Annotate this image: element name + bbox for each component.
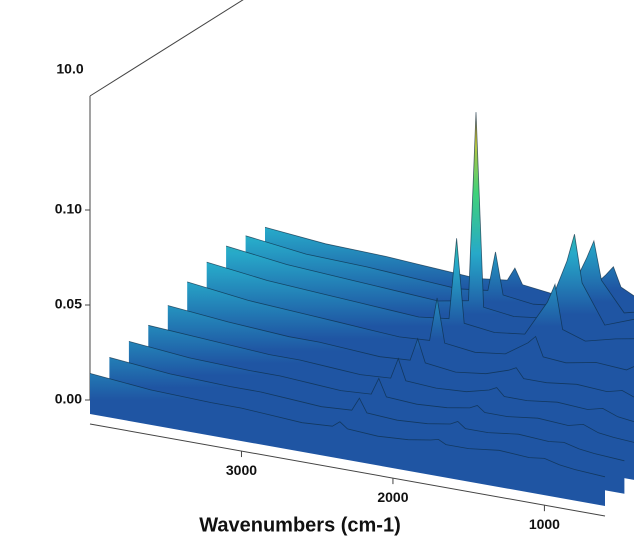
spectrum-area — [90, 373, 605, 506]
x-axis-title: Wavenumbers (cm-1) — [199, 514, 401, 536]
y-tick-label: 0.10 — [55, 201, 82, 217]
spectrum-line — [89, 373, 606, 478]
spectrum-line — [128, 341, 634, 443]
x-axis-line — [89, 423, 606, 517]
y-tick-label: 0.05 — [55, 296, 82, 312]
depth-axis-line — [89, 0, 244, 97]
y-tick-label: 0.00 — [55, 391, 82, 407]
x-tick-label: 1000 — [529, 516, 560, 532]
spectrum-line — [206, 238, 634, 342]
spectrum-line — [148, 324, 634, 423]
spectrum-line — [109, 357, 625, 462]
corner-label: 10.0 — [56, 61, 83, 77]
spectrum-line — [187, 281, 634, 371]
x-tick-label: 3000 — [226, 462, 257, 478]
spectrum-line — [167, 305, 634, 398]
x-tick-label: 2000 — [377, 489, 408, 505]
